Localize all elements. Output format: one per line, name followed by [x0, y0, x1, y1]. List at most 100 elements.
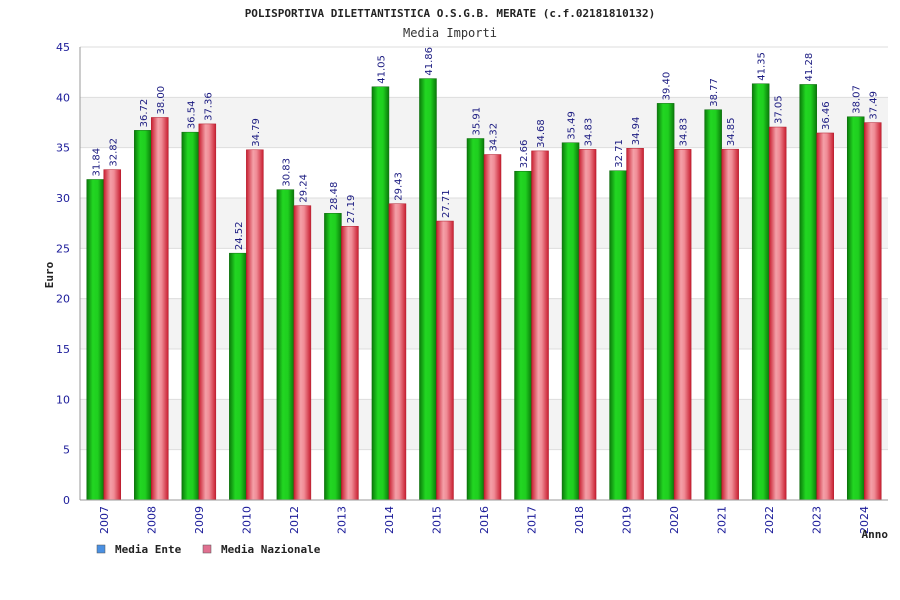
bar-media-nazionale-2018 [578, 149, 597, 501]
x-axis-label: Anno [862, 528, 889, 541]
x-tick-label: 2024 [858, 506, 871, 534]
chart-subtitle: Media Importi [403, 26, 497, 40]
x-tick-label: 2018 [573, 506, 586, 534]
data-label: 41.86 [424, 47, 435, 76]
x-tick-label: 2015 [430, 506, 443, 534]
x-tick-label: 2014 [383, 506, 396, 534]
data-label: 30.83 [281, 158, 292, 187]
bar-media-nazionale-2024 [863, 122, 882, 501]
bar-media-ente-2021 [704, 109, 722, 501]
bar-media-nazionale-2021 [721, 148, 739, 501]
data-label: 36.54 [186, 101, 197, 130]
x-tick-label: 2019 [621, 506, 634, 534]
data-label: 34.83 [679, 118, 690, 147]
y-axis-label: Euro [43, 261, 56, 288]
bar-media-nazionale-2019 [626, 148, 644, 501]
bar-media-nazionale-2020 [673, 149, 692, 501]
y-tick-label: 45 [56, 41, 70, 54]
x-tick-label: 2010 [240, 506, 253, 534]
bar-media-ente-2022 [751, 83, 770, 501]
bar-media-ente-2007 [86, 179, 105, 501]
legend-label-media-ente: Media Ente [115, 543, 182, 556]
x-tick-label: 2020 [668, 506, 681, 534]
data-label: 34.85 [726, 118, 737, 147]
data-label: 41.35 [757, 52, 768, 81]
bar-media-ente-2019 [609, 170, 627, 501]
x-tick-label: 2013 [335, 506, 348, 534]
bar-media-nazionale-2022 [768, 126, 787, 501]
legend-item-media-ente[interactable]: Media Ente [96, 543, 182, 556]
y-tick-label: 0 [63, 494, 70, 507]
bar-media-ente-2013 [324, 213, 342, 501]
bar-media-ente-2016 [466, 138, 485, 501]
bar-media-nazionale-2023 [816, 132, 834, 501]
bar-media-nazionale-2012 [293, 205, 312, 501]
data-label: 36.72 [139, 99, 150, 128]
y-tick-label: 10 [56, 393, 70, 406]
data-labels: 31.84 32.82 36.72 38.00 36.54 37.36 24.52 34.79… [91, 47, 879, 250]
x-tick-label: 2021 [716, 506, 729, 534]
bar-media-nazionale-2009 [198, 123, 217, 501]
data-label: 37.49 [869, 91, 880, 120]
bar-media-nazionale-2016 [483, 154, 502, 501]
data-label: 31.84 [91, 148, 102, 177]
data-label: 29.24 [298, 174, 309, 203]
bars [86, 78, 882, 501]
bar-media-ente-2014 [371, 86, 390, 501]
bar-media-ente-2009 [181, 131, 200, 501]
x-tick-label: 2008 [145, 506, 158, 534]
bar-media-ente-2012 [276, 189, 295, 501]
data-label: 37.05 [774, 95, 785, 124]
data-label: 34.83 [584, 118, 595, 147]
bar-media-nazionale-2007 [103, 169, 122, 501]
legend-item-media-nazionale[interactable]: Media Nazionale [202, 543, 321, 556]
data-label: 32.66 [519, 140, 530, 169]
bar-media-ente-2023 [799, 84, 817, 501]
chart-title: POLISPORTIVA DILETTANTISTICA O.S.G.B. ME… [245, 7, 656, 20]
data-label: 34.94 [631, 117, 642, 146]
data-label: 27.19 [346, 195, 357, 224]
data-label: 34.32 [489, 123, 500, 152]
x-tick-label: 2007 [98, 506, 111, 534]
bar-media-nazionale-2017 [531, 150, 549, 501]
y-tick-label: 20 [56, 293, 70, 306]
data-label: 28.48 [329, 182, 340, 211]
y-tick-label: 35 [56, 142, 70, 155]
data-label: 36.46 [821, 101, 832, 130]
legend-swatch-media-nazionale [202, 544, 212, 554]
bar-media-ente-2015 [419, 78, 437, 501]
x-tick-label: 2022 [763, 506, 776, 534]
legend-label-media-nazionale: Media Nazionale [221, 543, 321, 556]
data-label: 37.36 [203, 92, 214, 121]
data-label: 39.40 [662, 72, 673, 101]
data-label: 34.79 [251, 118, 262, 147]
data-label: 41.28 [804, 53, 815, 82]
bar-media-ente-2017 [514, 170, 532, 501]
bar-media-ente-2008 [134, 130, 152, 501]
data-label: 35.49 [567, 111, 578, 140]
data-label: 34.68 [536, 119, 547, 148]
data-label: 38.77 [709, 78, 720, 107]
y-tick-label: 25 [56, 242, 70, 255]
y-tick-label: 5 [63, 444, 70, 457]
bar-media-nazionale-2015 [436, 220, 454, 501]
x-axis-ticks: 2007 2008 2009 2010 2012 2013 2014 2015 2016 2017… [98, 506, 871, 534]
bar-media-nazionale-2014 [388, 203, 407, 501]
bar-media-ente-2018 [561, 142, 580, 501]
bar-media-ente-2024 [846, 116, 865, 501]
bar-media-ente-2010 [229, 252, 247, 501]
bar-media-nazionale-2010 [246, 149, 264, 501]
x-tick-label: 2017 [526, 506, 539, 534]
data-label: 41.05 [376, 55, 387, 84]
bar-media-ente-2020 [656, 103, 675, 501]
y-tick-label: 40 [56, 91, 70, 104]
x-tick-label: 2009 [193, 506, 206, 534]
y-tick-label: 15 [56, 343, 70, 356]
data-label: 27.71 [441, 189, 452, 218]
data-label: 35.91 [472, 107, 483, 136]
data-label: 29.43 [393, 172, 404, 201]
y-tick-label: 30 [56, 192, 70, 205]
x-tick-label: 2023 [811, 506, 824, 534]
data-label: 38.00 [156, 86, 167, 115]
